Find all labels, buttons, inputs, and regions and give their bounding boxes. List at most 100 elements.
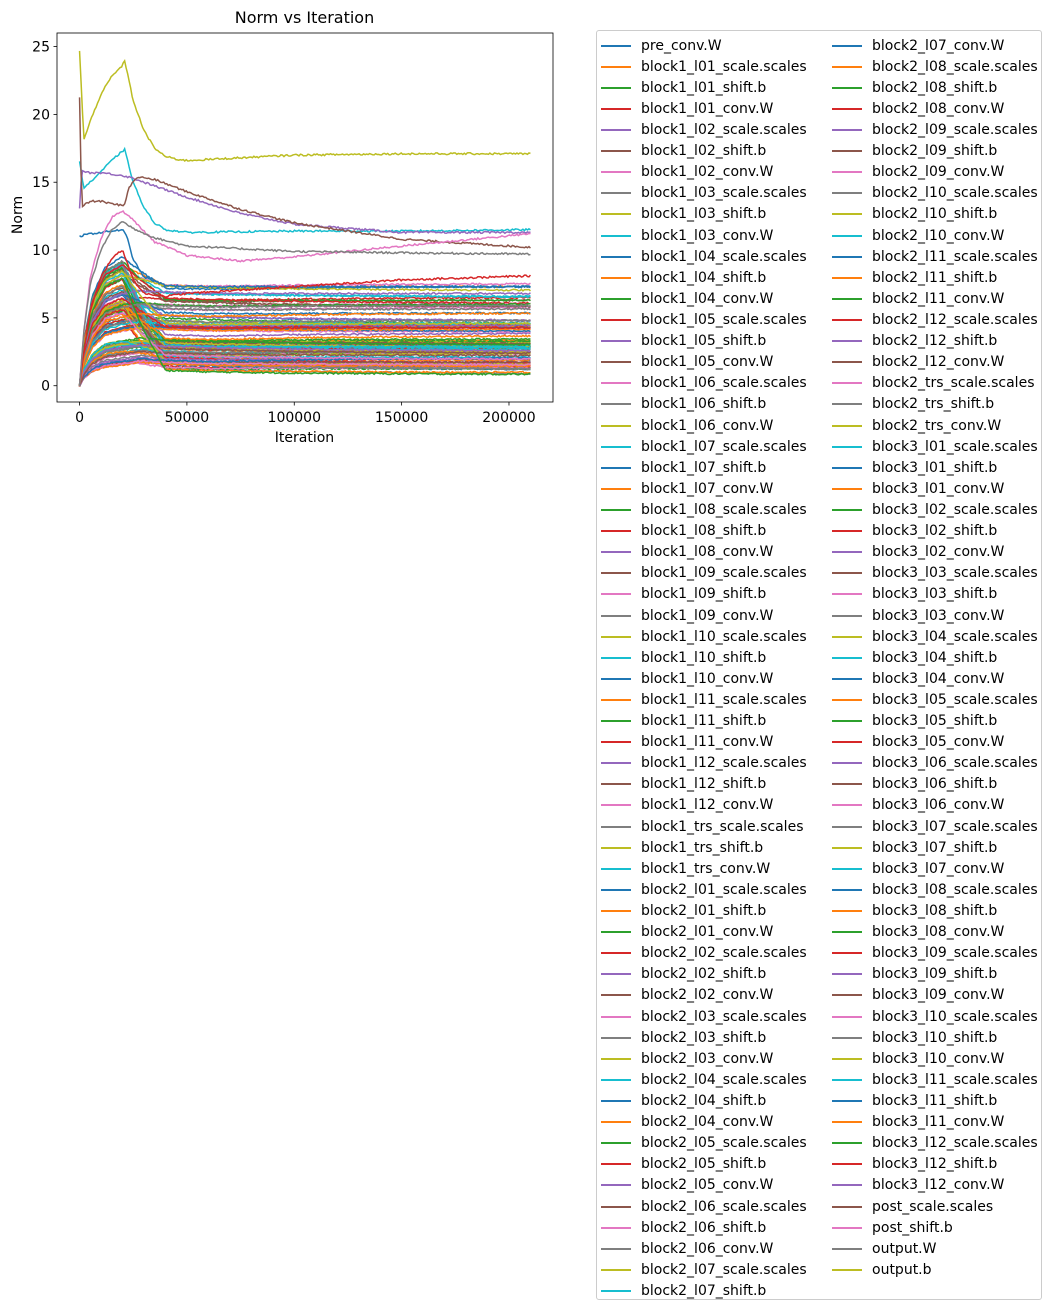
legend-swatch xyxy=(832,1205,862,1208)
legend-label: block1_l03_conv.W xyxy=(641,227,774,244)
legend-item: block2_l07_scale.scales xyxy=(601,1259,807,1280)
legend-label: block2_l12_conv.W xyxy=(872,354,1005,371)
legend-swatch xyxy=(832,530,862,533)
legend-label: block1_l05_scale.scales xyxy=(641,311,807,328)
legend-label: block1_l02_conv.W xyxy=(641,164,774,181)
legend-label: block1_l09_scale.scales xyxy=(641,565,807,582)
legend-column-2: block2_l07_conv.W block2_l08_scale.scales… xyxy=(832,35,1038,1280)
legend-label: block1_l05_conv.W xyxy=(641,354,774,371)
series-line-block2-l02-shift-b xyxy=(78,293,531,387)
legend-swatch xyxy=(601,1036,631,1039)
legend-item: block2_l01_scale.scales xyxy=(601,879,807,900)
legend-label: block2_l06_shift.b xyxy=(641,1219,767,1236)
legend-label: block2_l03_conv.W xyxy=(641,1050,774,1067)
legend-item: block2_l05_shift.b xyxy=(601,1154,807,1175)
legend-swatch xyxy=(601,171,631,174)
legend-swatch xyxy=(601,1015,631,1018)
legend-swatch xyxy=(832,234,862,237)
legend-label: block2_l06_scale.scales xyxy=(641,1198,807,1215)
series-line-post-scale-scales xyxy=(78,97,531,249)
legend-swatch xyxy=(832,1100,862,1103)
legend-label: block1_l02_scale.scales xyxy=(641,121,807,138)
legend-swatch xyxy=(601,656,631,659)
legend-swatch xyxy=(832,741,862,744)
legend-swatch xyxy=(832,783,862,786)
legend-swatch xyxy=(601,804,631,807)
legend-item: block1_l03_shift.b xyxy=(601,204,807,225)
legend-swatch xyxy=(832,65,862,68)
legend-item: block3_l12_shift.b xyxy=(832,1154,1038,1175)
legend-item: output.W xyxy=(832,1238,1038,1259)
legend-label: block1_l12_conv.W xyxy=(641,797,774,814)
legend-item: block1_l05_scale.scales xyxy=(601,309,807,330)
legend-item: block2_l09_shift.b xyxy=(832,141,1038,162)
legend-swatch xyxy=(832,1142,862,1145)
legend-item: block1_l08_scale.scales xyxy=(601,499,807,520)
legend-label: block2_l07_scale.scales xyxy=(641,1261,807,1278)
legend-label: block3_l08_scale.scales xyxy=(872,881,1038,898)
y-tick-label-0: 0 xyxy=(41,379,50,395)
legend-label: block2_l05_scale.scales xyxy=(641,1135,807,1152)
legend-swatch xyxy=(832,340,862,343)
legend-swatch xyxy=(601,846,631,849)
legend-item: block1_l05_shift.b xyxy=(601,331,807,352)
line-chart: Norm vs Iteration 0 5 10 15 20 25 0 50000 10000… xyxy=(10,8,554,446)
legend-item: block1_l10_scale.scales xyxy=(601,626,807,647)
legend-swatch xyxy=(601,1247,631,1250)
legend-item: block1_l08_conv.W xyxy=(601,542,807,563)
legend-label: block2_l02_shift.b xyxy=(641,966,767,983)
legend-label: block1_l07_shift.b xyxy=(641,459,767,476)
legend-label: block2_l05_conv.W xyxy=(641,1177,774,1194)
legend-item: block2_l04_shift.b xyxy=(601,1090,807,1111)
legend-swatch xyxy=(832,44,862,47)
legend-swatch xyxy=(601,931,631,934)
legend-swatch xyxy=(832,572,862,575)
legend-swatch xyxy=(832,466,862,469)
legend-label: block3_l08_conv.W xyxy=(872,924,1005,941)
legend-swatch xyxy=(832,213,862,216)
legend-item: block1_l01_scale.scales xyxy=(601,56,807,77)
legend-label: block3_l05_scale.scales xyxy=(872,691,1038,708)
legend-item: block1_l11_scale.scales xyxy=(601,689,807,710)
legend-item: block1_l04_scale.scales xyxy=(601,246,807,267)
legend-swatch xyxy=(832,698,862,701)
legend-swatch xyxy=(601,1100,631,1103)
legend-swatch xyxy=(832,1184,862,1187)
legend-swatch xyxy=(832,1268,862,1271)
legend-item: block1_l07_conv.W xyxy=(601,478,807,499)
legend-label: block1_l11_conv.W xyxy=(641,734,774,751)
x-axis: 0 50000 100000 150000 200000 xyxy=(75,402,536,426)
legend-label: block3_l06_scale.scales xyxy=(872,755,1038,772)
legend-item: block1_l07_shift.b xyxy=(601,457,807,478)
legend-swatch xyxy=(601,1057,631,1060)
legend-label: block2_l08_scale.scales xyxy=(872,58,1038,75)
legend-label: block1_l10_conv.W xyxy=(641,670,774,687)
legend-label: block2_l10_shift.b xyxy=(872,206,998,223)
legend-swatch xyxy=(601,150,631,153)
legend-swatch xyxy=(601,593,631,596)
legend-swatch xyxy=(601,340,631,343)
legend-item: block1_l04_conv.W xyxy=(601,288,807,309)
legend-label: output.b xyxy=(872,1261,932,1278)
legend-swatch xyxy=(601,1184,631,1187)
series-line-block3-l09-conv-w xyxy=(78,350,531,386)
legend-item: block2_l05_scale.scales xyxy=(601,1133,807,1154)
legend-item: block3_l05_shift.b xyxy=(832,711,1038,732)
legend-label: block1_l06_conv.W xyxy=(641,417,774,434)
legend-item: block2_trs_scale.scales xyxy=(832,373,1038,394)
legend-swatch xyxy=(601,952,631,955)
legend-swatch xyxy=(601,65,631,68)
legend-label: block3_l04_conv.W xyxy=(872,670,1005,687)
legend-swatch xyxy=(601,44,631,47)
legend-item: block2_l10_conv.W xyxy=(832,225,1038,246)
series-line-block3-l12-shift-b xyxy=(78,250,532,387)
legend-label: block1_l10_shift.b xyxy=(641,649,767,666)
legend-item: block1_trs_shift.b xyxy=(601,837,807,858)
y-axis: 0 5 10 15 20 25 xyxy=(32,40,57,395)
legend-item: block3_l12_conv.W xyxy=(832,1175,1038,1196)
series-line-block3-l08-scale-scales xyxy=(78,356,531,387)
legend-label: block3_l01_conv.W xyxy=(872,480,1005,497)
legend-swatch xyxy=(601,318,631,321)
legend-item: block1_l05_conv.W xyxy=(601,352,807,373)
legend-label: block2_l07_conv.W xyxy=(872,37,1005,54)
